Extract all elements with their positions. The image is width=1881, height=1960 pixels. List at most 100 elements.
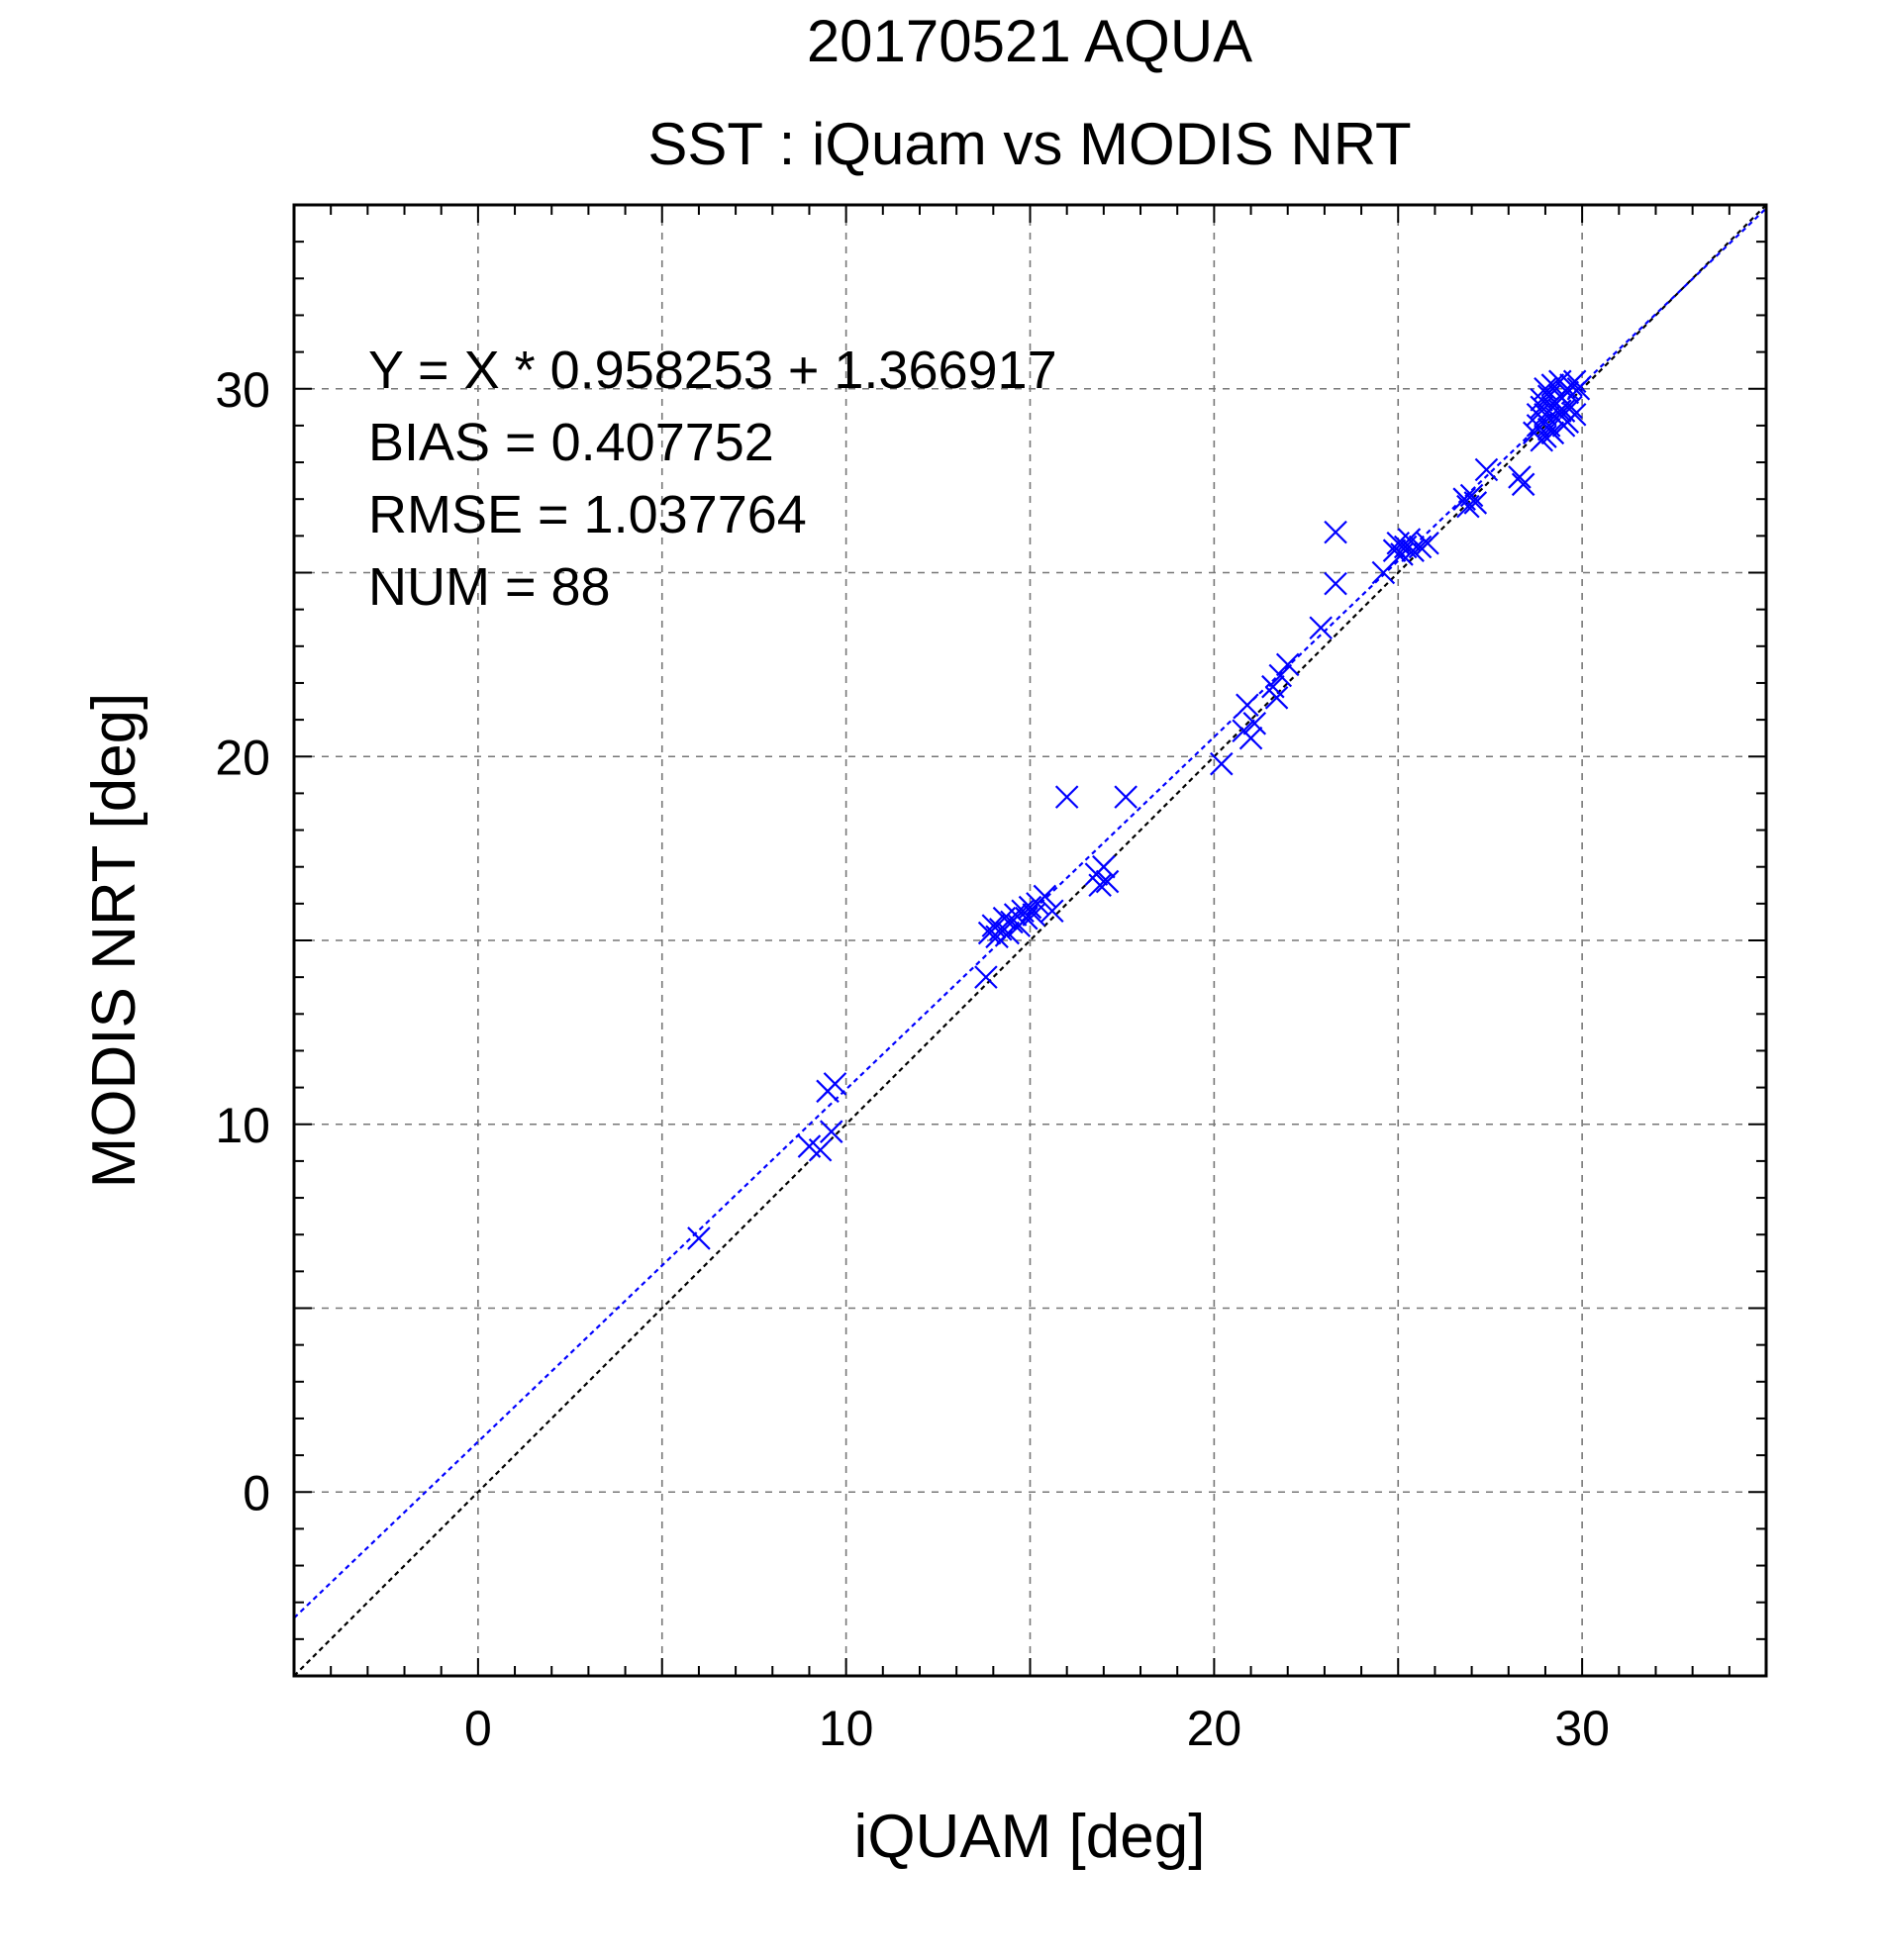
stats-line: Y = X * 0.958253 + 1.366917 [368, 341, 1057, 400]
stats-box: Y = X * 0.958253 + 1.366917 BIAS = 0.4077… [368, 341, 1057, 617]
minor-ticks [293, 204, 1767, 1677]
data-point [1540, 421, 1565, 445]
data-point-stroke [1562, 369, 1587, 394]
data-point-stroke [1416, 532, 1439, 555]
stats-line: BIAS = 0.407752 [368, 413, 774, 472]
data-point [1054, 785, 1079, 809]
data-points [687, 369, 1591, 1250]
data-point [1040, 899, 1064, 924]
data-point-stroke [687, 1226, 711, 1250]
data-point [1236, 693, 1259, 718]
data-point [1416, 532, 1439, 555]
x-axis-label: iQUAM [deg] [854, 1803, 1206, 1871]
data-point-stroke [981, 914, 1006, 937]
data-point-stroke [1408, 535, 1433, 559]
data-point [1548, 399, 1572, 423]
data-point [1555, 410, 1580, 434]
data-point [1264, 686, 1289, 710]
data-point [816, 1079, 840, 1104]
data-point [1459, 483, 1484, 508]
data-point-stroke [1548, 399, 1572, 423]
data-point-stroke [1536, 384, 1561, 408]
data-point-stroke [1508, 465, 1532, 489]
data-point [819, 1120, 843, 1143]
data-point [1114, 785, 1138, 809]
data-point [1095, 869, 1120, 894]
data-point [1371, 560, 1396, 585]
data-point [1408, 535, 1433, 559]
data-point-stroke [1210, 751, 1234, 776]
data-point-stroke [1088, 873, 1112, 898]
data-point-stroke [1095, 869, 1120, 894]
data-point [1018, 895, 1042, 920]
data-point-stroke [1530, 395, 1554, 420]
plot-frame [292, 203, 1768, 1678]
data-point [1092, 854, 1116, 879]
stats-line: NUM = 88 [368, 557, 611, 617]
data-point-stroke [1003, 903, 1028, 927]
x-tick-label: 0 [464, 1701, 492, 1756]
y-tick-label: 30 [215, 362, 270, 418]
chart-subtitle: SST : iQuam vs MODIS NRT [647, 111, 1411, 177]
data-point [1534, 410, 1557, 434]
data-point-stroke [1040, 899, 1064, 924]
data-point [808, 1137, 833, 1162]
data-point-stroke [1534, 410, 1557, 434]
data-point-stroke [816, 1079, 840, 1104]
data-point-stroke [1540, 421, 1565, 445]
data-point-stroke [1092, 854, 1116, 879]
data-point-stroke [1397, 528, 1422, 551]
data-point [1562, 369, 1587, 394]
data-point [1088, 873, 1112, 898]
data-point-stroke [1401, 539, 1425, 562]
stats-line: RMSE = 1.037764 [368, 485, 807, 544]
data-point-stroke [1463, 491, 1488, 515]
data-point-stroke [1054, 785, 1079, 809]
data-point-stroke [1452, 487, 1476, 511]
data-point-stroke [1275, 652, 1300, 677]
data-point [974, 965, 998, 989]
x-tick-label: 20 [1187, 1701, 1242, 1756]
data-point [1309, 616, 1333, 640]
data-point-stroke [819, 1120, 843, 1143]
data-point-stroke [797, 1134, 822, 1158]
data-point-stroke [1474, 457, 1499, 482]
data-point [687, 1226, 711, 1250]
data-point-stroke [1324, 571, 1347, 596]
x-tick-labels: 0 10 20 30 [464, 1701, 1610, 1756]
data-point-stroke [1371, 560, 1396, 585]
data-point-stroke [808, 1137, 833, 1162]
data-point-stroke [1236, 693, 1259, 718]
x-tick-label: 30 [1554, 1701, 1610, 1756]
data-point-stroke [1261, 674, 1285, 699]
data-point [1238, 726, 1263, 750]
data-point-stroke [1555, 410, 1580, 434]
data-point [1508, 465, 1532, 489]
data-point [1242, 712, 1267, 735]
data-point-stroke [1268, 663, 1293, 688]
data-point-stroke [1242, 712, 1267, 735]
data-point [1275, 652, 1300, 677]
chart-title: 20170521 AQUA [807, 8, 1252, 74]
data-point [1324, 571, 1347, 596]
data-point-stroke [1566, 376, 1591, 401]
data-point-stroke [1324, 520, 1347, 544]
y-tick-labels: 0 10 20 30 [215, 362, 270, 1521]
data-point-stroke [1511, 472, 1535, 497]
y-tick-label: 20 [215, 730, 270, 785]
data-point-stroke [974, 965, 998, 989]
data-point [1474, 457, 1499, 482]
data-point [1033, 884, 1057, 909]
data-point-stroke [1011, 899, 1035, 924]
data-point-stroke [1459, 483, 1484, 508]
data-point [1530, 395, 1554, 420]
data-point [1324, 520, 1347, 544]
data-point-stroke [1309, 616, 1333, 640]
data-point-stroke [1033, 884, 1057, 909]
x-tick-label: 10 [819, 1701, 874, 1756]
data-point [1534, 376, 1557, 401]
data-point-stroke [1534, 376, 1557, 401]
data-point [1463, 491, 1488, 515]
data-point [1511, 472, 1535, 497]
